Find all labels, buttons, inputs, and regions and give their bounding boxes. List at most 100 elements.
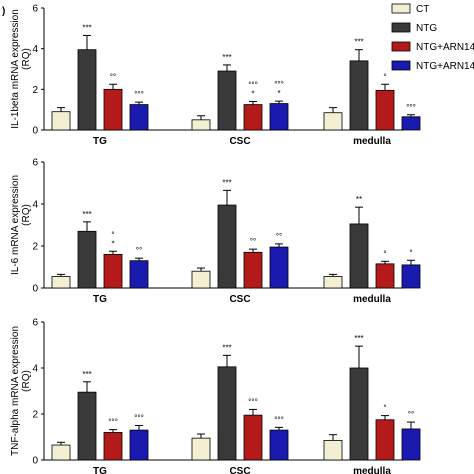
bar-medulla-ct bbox=[323, 440, 343, 461]
category-label: CSC bbox=[229, 294, 250, 305]
y-tick-label: 6 bbox=[32, 158, 38, 169]
bar-tg-ntg bbox=[77, 230, 97, 289]
significance-label: ° bbox=[383, 404, 386, 413]
y-axis-label: TNF-alpha mRNA expression(RQ) bbox=[10, 326, 32, 456]
y-tick-label: 6 bbox=[32, 4, 38, 15]
y-tick-label: 2 bbox=[32, 242, 38, 253]
significance-label: *** bbox=[222, 53, 231, 62]
significance-label: *** bbox=[82, 210, 91, 219]
significance-label: °° bbox=[276, 232, 282, 241]
bar-tg-ntg bbox=[77, 49, 97, 131]
y-axis-label: IL-1beta mRNA expression(RQ) bbox=[10, 9, 32, 129]
legend: CT NTG NTG+ARN146 NTG+ARN142 bbox=[391, 3, 474, 72]
bar-csc-ntg-arn142 bbox=[269, 103, 289, 131]
y-tick-label: 4 bbox=[32, 44, 38, 55]
y-tick-label: 2 bbox=[32, 85, 38, 96]
legend-swatch bbox=[391, 60, 411, 71]
bar-medulla-ntg bbox=[349, 223, 369, 289]
category-label: medulla bbox=[353, 136, 391, 147]
category-label: medulla bbox=[353, 466, 391, 474]
significance-label: * bbox=[111, 239, 114, 248]
legend-swatch bbox=[391, 22, 411, 33]
bar-medulla-ntg-arn142 bbox=[401, 428, 421, 461]
bar-csc-ntg bbox=[217, 366, 237, 461]
category-label: TG bbox=[93, 294, 107, 305]
y-tick-label: 4 bbox=[32, 364, 38, 375]
bar-csc-ntg-arn146 bbox=[243, 414, 263, 461]
significance-label: °° bbox=[250, 237, 256, 246]
bar-csc-ct bbox=[191, 119, 211, 131]
y-axis-label: IL-6 mRNA expression(RQ) bbox=[10, 175, 32, 275]
bar-tg-ntg-arn146 bbox=[103, 88, 123, 131]
significance-label: * bbox=[251, 90, 254, 99]
bar-csc-ntg-arn142 bbox=[269, 429, 289, 461]
y-tick-label: 4 bbox=[32, 200, 38, 211]
significance-label: °° bbox=[110, 72, 116, 81]
significance-label: °° bbox=[408, 410, 414, 419]
bar-tg-ntg-arn142 bbox=[129, 429, 149, 461]
significance-label: *** bbox=[222, 343, 231, 352]
bar-csc-ntg-arn142 bbox=[269, 246, 289, 289]
significance-label: °°° bbox=[274, 415, 284, 424]
significance-label: °°° bbox=[134, 414, 144, 423]
bar-csc-ntg-arn146 bbox=[243, 104, 263, 131]
category-label: TG bbox=[93, 466, 107, 474]
significance-label: *** bbox=[354, 334, 363, 343]
significance-label: ° bbox=[383, 72, 386, 81]
bar-tg-ntg-arn146 bbox=[103, 253, 123, 289]
category-label: CSC bbox=[229, 466, 250, 474]
bar-medulla-ntg-arn146 bbox=[375, 263, 395, 289]
legend-label: NTG+ARN142 bbox=[416, 61, 474, 72]
panel-label: ) bbox=[2, 6, 5, 17]
significance-label: °°° bbox=[248, 397, 258, 406]
significance-label: °°° bbox=[108, 418, 118, 427]
category-label: CSC bbox=[229, 136, 250, 147]
significance-label: °°° bbox=[274, 80, 284, 89]
bar-tg-ntg-arn142 bbox=[129, 104, 149, 131]
category-label: TG bbox=[93, 136, 107, 147]
legend-label: CT bbox=[416, 4, 429, 15]
significance-label: ** bbox=[356, 195, 362, 204]
bar-csc-ntg-arn146 bbox=[243, 251, 263, 289]
significance-label: *** bbox=[354, 38, 363, 47]
bar-tg-ct bbox=[51, 111, 71, 131]
y-tick-label: 0 bbox=[32, 126, 38, 137]
bar-medulla-ntg-arn146 bbox=[375, 419, 395, 461]
bar-medulla-ct bbox=[323, 276, 343, 289]
bar-csc-ct bbox=[191, 270, 211, 289]
significance-label: °°° bbox=[406, 103, 416, 112]
legend-label: NTG+ARN146 bbox=[416, 42, 474, 53]
bar-tg-ntg bbox=[77, 391, 97, 461]
bar-csc-ntg bbox=[217, 70, 237, 131]
significance-label: ° bbox=[383, 249, 386, 258]
significance-label: ° bbox=[111, 230, 114, 239]
legend-swatch bbox=[391, 3, 411, 14]
y-tick-label: 6 bbox=[32, 318, 38, 329]
significance-label: °°° bbox=[248, 81, 258, 90]
significance-label: * bbox=[277, 89, 280, 98]
bar-tg-ct bbox=[51, 444, 71, 461]
y-tick-label: 2 bbox=[32, 410, 38, 421]
significance-label: ° bbox=[409, 248, 412, 257]
legend-label: NTG bbox=[416, 23, 437, 34]
bar-medulla-ntg-arn142 bbox=[401, 116, 421, 131]
bar-medulla-ntg bbox=[349, 60, 369, 131]
bar-medulla-ntg bbox=[349, 367, 369, 461]
legend-swatch bbox=[391, 41, 411, 52]
bar-tg-ct bbox=[51, 276, 71, 289]
significance-label: °°° bbox=[134, 90, 144, 99]
bar-csc-ct bbox=[191, 437, 211, 461]
significance-label: °° bbox=[136, 246, 142, 255]
bar-medulla-ntg-arn142 bbox=[401, 264, 421, 289]
y-tick-label: 0 bbox=[32, 456, 38, 467]
bar-medulla-ct bbox=[323, 112, 343, 131]
bar-medulla-ntg-arn146 bbox=[375, 89, 395, 131]
significance-label: *** bbox=[82, 23, 91, 32]
bar-tg-ntg-arn142 bbox=[129, 260, 149, 289]
category-label: medulla bbox=[353, 294, 391, 305]
